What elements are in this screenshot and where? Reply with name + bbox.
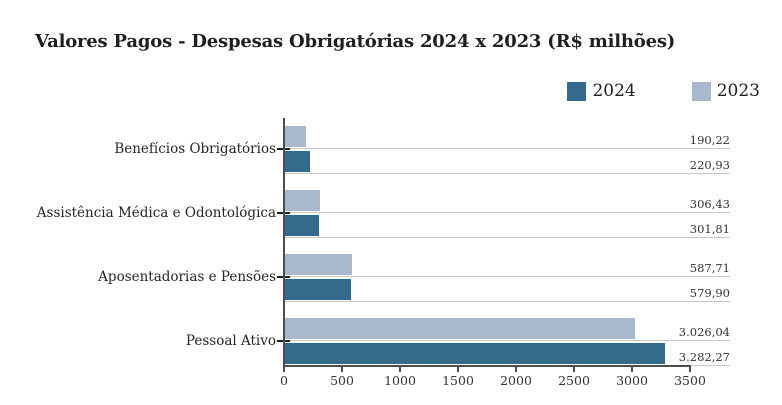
x-tick-mark	[573, 366, 575, 372]
chart-title: Valores Pagos - Despesas Obrigatórias 20…	[35, 31, 676, 52]
bar-2023[interactable]	[284, 254, 353, 275]
x-tick-mark	[283, 366, 285, 372]
bar-underline	[284, 340, 730, 341]
legend: 2024 2023	[567, 82, 760, 101]
legend-swatch-2024-icon	[567, 82, 587, 101]
bar-2024[interactable]	[284, 279, 352, 300]
x-tick-mark	[399, 366, 401, 372]
x-tick-label: 1500	[442, 373, 474, 388]
bar-2024[interactable]	[284, 215, 319, 236]
value-label-2024: 220,93	[689, 158, 730, 172]
bar-underline	[284, 173, 730, 174]
legend-label-2023: 2023	[716, 81, 760, 101]
legend-label-2024: 2024	[592, 81, 636, 101]
category-label: Benefícios Obrigatórios	[114, 141, 276, 157]
bar-2024[interactable]	[284, 343, 665, 364]
x-tick-label: 2500	[558, 373, 590, 388]
bar-2023[interactable]	[284, 126, 307, 147]
x-tick-label: 1000	[384, 373, 416, 388]
value-label-2023: 190,22	[689, 133, 730, 147]
x-tick-mark	[457, 366, 459, 372]
x-tick-label: 3500	[674, 373, 706, 388]
x-tick-mark	[689, 366, 691, 372]
legend-item-2024[interactable]: 2024	[567, 81, 636, 101]
value-label-2024: 3.282,27	[678, 350, 730, 364]
category-label: Pessoal Ativo	[185, 333, 276, 349]
x-tick-label: 2000	[500, 373, 532, 388]
value-label-2024: 579,90	[689, 286, 730, 300]
bar-underline	[284, 148, 730, 149]
bar-2024[interactable]	[284, 151, 310, 172]
value-label-2023: 587,71	[689, 261, 730, 275]
bar-underline	[284, 212, 730, 213]
legend-swatch-2023-icon	[691, 82, 711, 101]
category-label: Aposentadorias e Pensões	[98, 269, 276, 285]
legend-item-2023[interactable]: 2023	[691, 81, 760, 101]
category-label: Assistência Médica e Odontológica	[36, 205, 276, 221]
x-tick-mark	[631, 366, 633, 372]
value-label-2023: 3.026,04	[678, 325, 730, 339]
x-tick-label: 3000	[616, 373, 648, 388]
bar-underline	[284, 276, 730, 277]
x-tick-mark	[515, 366, 517, 372]
x-tick-label: 0	[280, 373, 288, 388]
x-axis-line	[283, 365, 691, 367]
value-label-2023: 306,43	[689, 197, 730, 211]
bar-2023[interactable]	[284, 190, 320, 211]
y-axis-line	[283, 118, 285, 366]
x-tick-mark	[341, 366, 343, 372]
bar-underline	[284, 237, 730, 238]
bar-2023[interactable]	[284, 318, 636, 339]
x-tick-label: 500	[330, 373, 354, 388]
bar-underline	[284, 301, 730, 302]
value-label-2024: 301,81	[689, 222, 730, 236]
